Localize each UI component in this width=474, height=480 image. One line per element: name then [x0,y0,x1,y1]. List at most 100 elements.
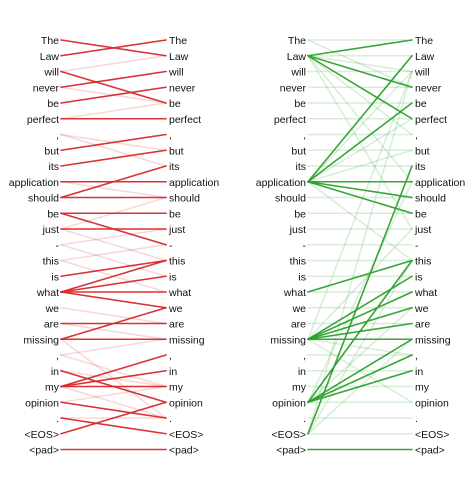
alignment-link [60,39,167,57]
green-labels: The The Law Law will will never never be be perfec… [256,35,466,457]
source-token: we [292,303,307,315]
target-token: just [168,224,185,236]
alignment-link [307,338,413,404]
faint-alignment-link [60,243,167,278]
source-token: is [51,271,59,283]
green-links [307,39,413,451]
source-token: Law [287,51,307,63]
faint-alignment-link [60,133,167,167]
faint-alignment-link [307,117,413,183]
source-token: . [303,413,306,425]
green-panel: The The Law Law will will never never be be perfec… [256,35,466,457]
faint-alignment-link [60,102,167,120]
source-token: <pad> [29,445,59,457]
source-token: are [291,319,306,331]
source-token: perfect [274,114,306,126]
alignment-link [60,417,167,435]
target-token: never [415,82,442,94]
source-token: missing [270,334,306,346]
target-token: , [415,350,418,362]
target-token: , [415,130,418,142]
faint-alignment-link [60,385,167,419]
alignment-link [307,259,413,293]
target-token: . [169,413,172,425]
alignment-link [60,354,167,388]
faint-alignment-link [307,338,413,356]
target-token: . [415,413,418,425]
source-token: is [298,271,306,283]
alignment-link [60,369,167,404]
alignment-link [307,165,413,435]
alignment-link [60,212,167,246]
target-token: are [415,319,430,331]
source-token: never [280,82,307,94]
target-token: <pad> [415,445,445,457]
target-token: , [169,350,172,362]
source-token: . [56,413,59,425]
target-token: this [169,256,185,268]
target-token: my [415,382,430,394]
alignment-link [60,401,167,419]
target-token: <EOS> [169,429,203,441]
faint-alignment-link [307,39,413,89]
alignment-link [307,54,413,183]
alignment-link [60,306,167,341]
source-token: just [42,224,59,236]
source-token: be [47,208,59,220]
source-token: in [298,366,306,378]
target-token: its [415,161,426,173]
target-token: this [415,256,431,268]
alignment-link [60,259,167,293]
source-token: never [33,82,60,94]
red-links [60,39,167,451]
target-token: Law [169,51,189,63]
target-token: is [169,271,177,283]
faint-alignment-link [60,180,167,199]
alignment-link [307,180,413,215]
source-token: The [41,35,59,47]
target-token: perfect [169,114,201,126]
target-token: what [168,287,191,299]
source-token: in [51,366,59,378]
target-token: <EOS> [415,429,449,441]
faint-alignment-link [307,54,413,73]
source-token: perfect [27,114,59,126]
source-token: <EOS> [272,429,306,441]
faint-alignment-link [307,149,413,183]
faint-alignment-link [60,228,167,246]
target-token: should [169,193,200,205]
target-token: in [169,366,177,378]
alignment-link [307,39,413,57]
target-token: never [169,82,196,94]
faint-alignment-link [307,70,413,183]
source-token: what [36,287,59,299]
faint-alignment-link [307,306,413,404]
source-token: be [294,208,306,220]
source-token: application [256,177,306,189]
source-token: should [275,193,306,205]
alignment-link [307,306,413,341]
alignment-link [60,86,167,104]
target-token: application [415,177,465,189]
faint-alignment-link [60,54,167,73]
target-token: - [415,240,419,252]
faint-alignment-link [307,180,413,262]
target-token: The [415,35,433,47]
alignment-link [307,54,413,120]
target-token: will [168,67,184,79]
alignment-link [307,180,413,199]
source-token: we [45,303,60,315]
target-token: are [169,319,184,331]
target-token: application [169,177,219,189]
faint-alignment-link [307,228,413,341]
alignment-link [60,165,167,199]
red-panel: The The Law Law will will never never be be perfec… [9,35,220,457]
target-token: be [169,98,181,110]
target-token: be [415,208,427,220]
source-token: opinion [272,397,306,409]
target-token: be [169,208,181,220]
source-token: will [290,67,306,79]
source-token: Law [40,51,60,63]
source-token: be [294,98,306,110]
